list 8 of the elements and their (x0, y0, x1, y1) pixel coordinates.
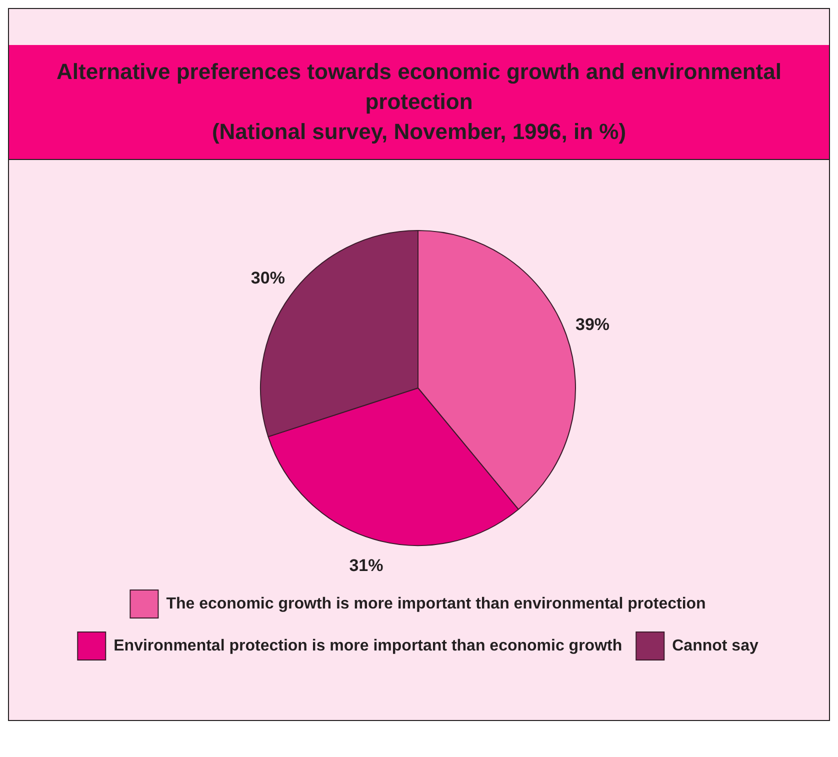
legend-label: Cannot say (672, 637, 758, 654)
data-label: 39% (576, 314, 610, 334)
legend-label: The economic growth is more important than environmental protection (166, 595, 706, 612)
chart-subtitle: (National survey, November, 1996, in %) (210, 118, 628, 146)
data-label: 30% (250, 268, 285, 288)
chart-title: Alternative preferences towards economic growth and environmental protection (56, 58, 782, 116)
data-label: 31% (349, 556, 384, 575)
legend-label: Environmental protection is more important than economic growth (114, 637, 622, 654)
